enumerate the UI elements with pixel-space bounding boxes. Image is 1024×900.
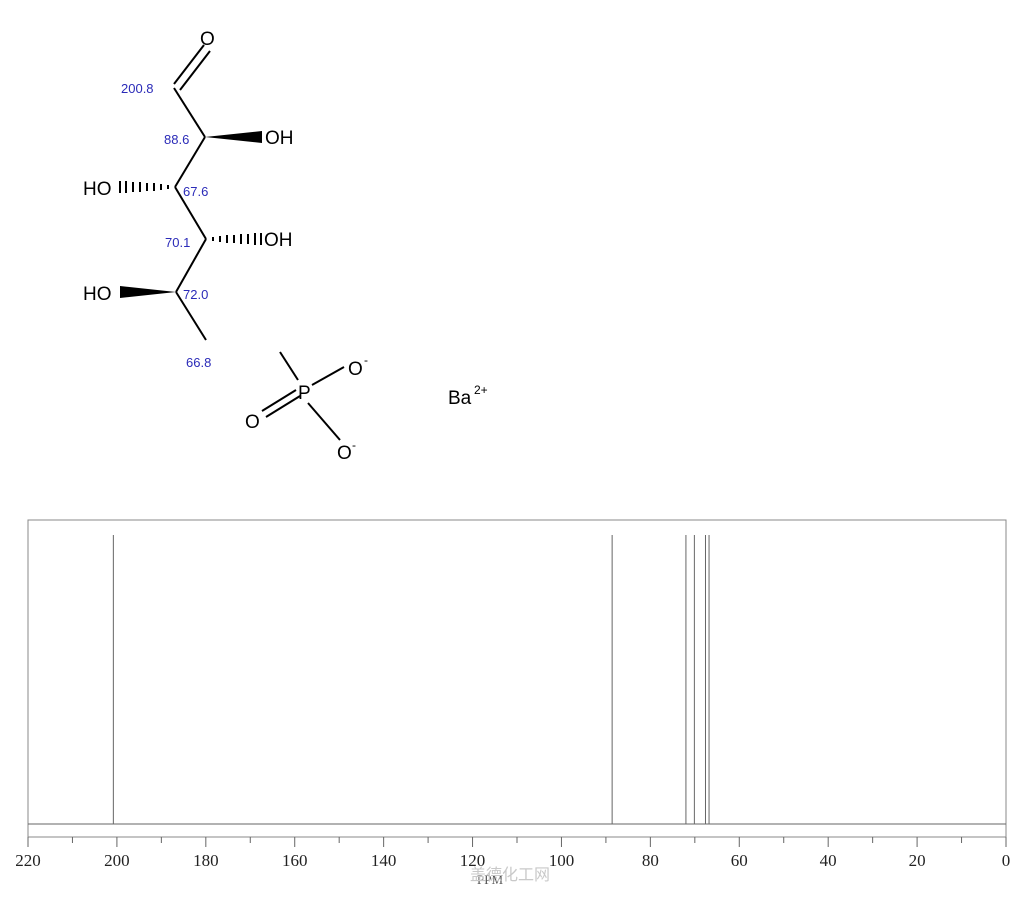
cation-charge: 2+ [474, 383, 488, 397]
bond-o-p [279, 351, 299, 381]
molecule-structure: O OH HO OH HO P O O - O - Ba 2+ 200.8 88… [83, 29, 488, 464]
atom-o-phosphoryl: O [245, 412, 260, 433]
atom-o-carbonyl: O [200, 29, 215, 50]
tick-label: 220 [15, 851, 41, 870]
tick-label: 60 [731, 851, 748, 870]
atom-oh-c2: OH [265, 128, 294, 149]
tick-label: 200 [104, 851, 130, 870]
peak-group [112, 535, 710, 824]
nmr-spectrum-chart: 220 200 180 160 140 120 100 80 60 40 20 0 PPM 盖德化工网 [15, 519, 1010, 887]
shift-label-c1: 200.8 [121, 81, 154, 96]
bond-c4-c5 [175, 238, 207, 293]
tick-label: 120 [460, 851, 486, 870]
tick-label: 140 [371, 851, 397, 870]
tick-label: 100 [549, 851, 575, 870]
hash-bond-c3-ho [119, 181, 169, 193]
plot-frame [27, 519, 1007, 838]
shift-label-c3: 67.6 [183, 184, 208, 199]
cation-barium: Ba [448, 388, 472, 409]
shift-label-c6: 66.8 [186, 355, 211, 370]
atom-o-minus-1: O [348, 359, 363, 380]
bond-p-o-second [265, 395, 301, 418]
watermark-text: 盖德化工网 [470, 865, 550, 884]
hash-bond-c4-oh [212, 233, 262, 245]
atom-phosphorus: P [298, 383, 311, 404]
atom-ho-c3: HO [83, 179, 112, 200]
shift-label-c2: 88.6 [164, 132, 189, 147]
axis-tick-labels: 220 200 180 160 140 120 100 80 60 40 20 0 [15, 851, 1010, 870]
atom-oh-c4: OH [264, 230, 293, 251]
axis-ticks [27, 837, 1007, 847]
charge-minus-1: - [364, 353, 368, 367]
tick-label: 80 [642, 851, 659, 870]
bond-c5-c6 [175, 291, 207, 341]
bond-lines [173, 44, 345, 441]
wedge-bond-c2-oh [205, 131, 262, 143]
tick-label: 20 [909, 851, 926, 870]
atom-ho-c5: HO [83, 284, 112, 305]
bond-p-o [261, 389, 297, 412]
charge-minus-2: - [352, 438, 356, 452]
tick-label: 0 [1002, 851, 1011, 870]
atom-o-minus-2: O [337, 443, 352, 464]
wedge-bond-c5-ho [120, 286, 176, 298]
bond-c1-o [173, 44, 205, 85]
shift-label-c4: 70.1 [165, 235, 190, 250]
bond-c2-c3 [174, 136, 206, 188]
tick-label: 160 [282, 851, 308, 870]
bond-c1-o-second [179, 50, 211, 91]
shift-label-c5: 72.0 [183, 287, 208, 302]
bond-c1-c2 [173, 87, 206, 138]
bond-c3-c4 [174, 186, 207, 240]
tick-label: 180 [193, 851, 219, 870]
bond-p-ominus1 [311, 366, 345, 386]
tick-label: 40 [820, 851, 837, 870]
bond-p-ominus2 [307, 402, 341, 441]
x-axis-title: PPM [477, 872, 503, 887]
